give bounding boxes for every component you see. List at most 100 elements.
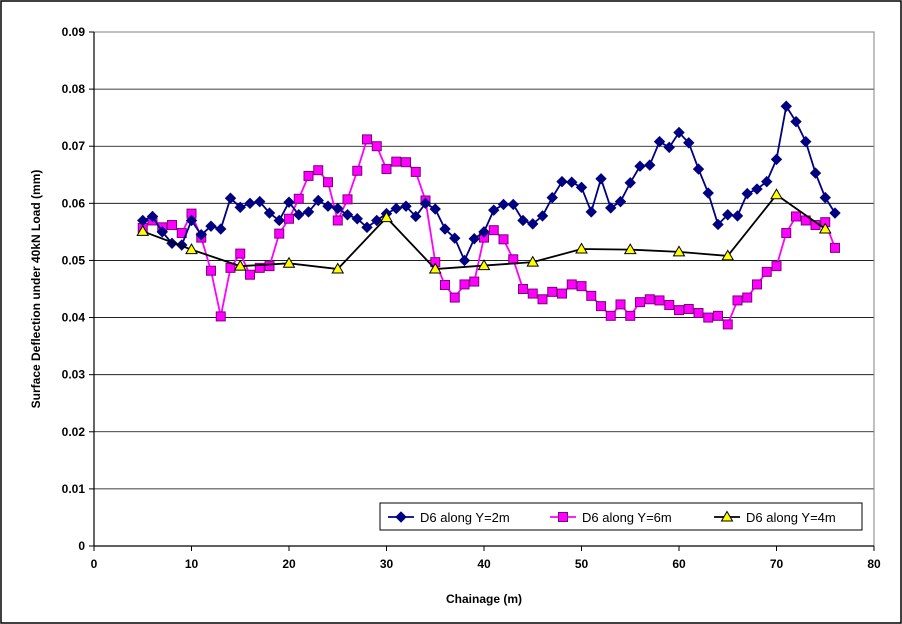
data-point [644, 159, 656, 171]
data-point [614, 195, 627, 208]
data-point [381, 164, 392, 175]
data-point [596, 301, 606, 312]
data-point [771, 261, 782, 272]
y-tick-label: 0.04 [62, 311, 86, 325]
data-point [791, 211, 801, 222]
data-point [254, 262, 265, 273]
data-point [458, 254, 471, 267]
legend-box [379, 502, 863, 531]
data-point [380, 211, 393, 223]
data-point [683, 137, 695, 149]
data-point [818, 222, 832, 234]
x-tick-label: 40 [477, 557, 491, 571]
data-point [566, 176, 578, 188]
data-point [527, 288, 538, 299]
data-point [322, 200, 334, 212]
data-point [557, 288, 567, 299]
data-point [576, 281, 587, 292]
data-point [274, 228, 285, 239]
data-point [254, 195, 266, 208]
data-point [459, 279, 470, 290]
data-point [244, 197, 256, 210]
data-point [215, 311, 226, 322]
y-axis-title: Surface Deflection under 40kN Load (mm) [29, 170, 43, 409]
data-point [428, 262, 442, 274]
data-point [205, 220, 217, 232]
y-tick-label: 0 [78, 539, 85, 553]
y-tick-label: 0.03 [62, 368, 86, 382]
legend-items: D6 along Y=2m D6 along Y=6m D6 along Y=4m [388, 510, 836, 525]
data-point [401, 157, 411, 168]
data-point [732, 295, 743, 306]
data-point [761, 266, 772, 277]
data-point [136, 224, 150, 236]
data-point [342, 194, 353, 205]
data-point [391, 156, 402, 167]
data-point [800, 135, 812, 148]
data-point [497, 198, 510, 211]
data-point [410, 210, 422, 223]
data-point [537, 294, 548, 305]
data-point [303, 170, 314, 181]
data-point [830, 242, 840, 253]
data-point [527, 218, 539, 230]
legend-marker [558, 512, 568, 522]
x-tick-label: 60 [672, 557, 686, 571]
data-point [546, 191, 558, 204]
x-tick-label: 0 [91, 557, 98, 571]
data-point [674, 305, 684, 316]
data-point [312, 194, 324, 207]
data-point [302, 206, 315, 218]
data-point [185, 243, 198, 255]
series [136, 100, 841, 330]
data-point [449, 232, 461, 244]
data-point [526, 255, 540, 267]
data-point [362, 134, 372, 145]
data-point [702, 187, 714, 199]
legend-marker [395, 511, 407, 523]
data-point [351, 213, 363, 225]
series-d6-along-y-4m [136, 188, 832, 274]
data-point [352, 165, 363, 176]
data-point [731, 210, 744, 222]
data-point [477, 259, 491, 271]
data-point [566, 279, 577, 290]
data-point [224, 192, 237, 204]
data-point [615, 299, 626, 310]
y-tick-label: 0.08 [62, 82, 86, 96]
x-tick-label: 20 [282, 557, 296, 571]
data-point [693, 307, 704, 318]
data-point [313, 165, 324, 176]
data-point [770, 153, 783, 166]
y-tick-label: 0.09 [62, 25, 86, 39]
data-point [624, 177, 636, 189]
data-point [440, 280, 450, 291]
data-point [829, 207, 841, 219]
data-point [683, 303, 694, 314]
data-point [547, 286, 558, 297]
legend-marker [720, 510, 734, 522]
data-point [293, 193, 304, 204]
legend-label: D6 along Y=2m [420, 510, 510, 525]
data-point [635, 297, 645, 308]
data-point [713, 310, 723, 321]
x-axis-title: Chainage (m) [446, 592, 522, 606]
data-point [605, 202, 617, 214]
data-point [672, 245, 686, 257]
legend-item: D6 along Y=6m [550, 510, 672, 525]
data-point [575, 242, 588, 254]
data-point [234, 201, 246, 214]
data-point [263, 207, 276, 219]
data-point [371, 214, 383, 227]
data-point [781, 228, 792, 239]
data-point [284, 213, 294, 224]
data-point [536, 210, 549, 222]
legend-label: D6 along Y=6m [582, 510, 672, 525]
data-point [341, 209, 354, 221]
data-point [332, 215, 343, 226]
data-point [235, 248, 246, 259]
data-point [721, 249, 735, 261]
data-point [331, 262, 345, 274]
data-point [167, 220, 177, 231]
